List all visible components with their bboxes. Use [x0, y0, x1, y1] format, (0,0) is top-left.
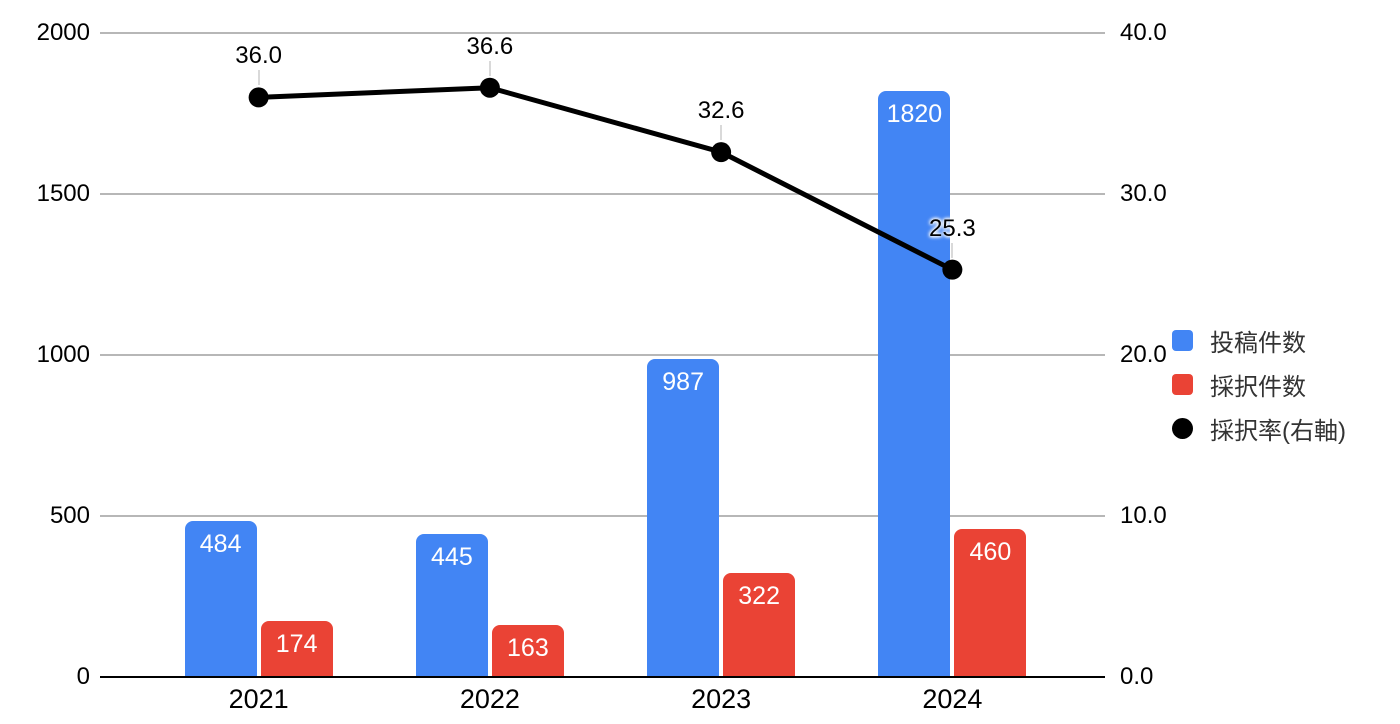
- right-axis-tick-label: 30.0: [1120, 180, 1167, 207]
- line-point-label: 32.6: [697, 97, 745, 125]
- left-axis-tick-label: 0: [76, 663, 90, 690]
- line-point-label: 36.0: [235, 42, 282, 70]
- x-axis-label: 2024: [922, 684, 983, 714]
- line-point-label: 25.3: [929, 214, 976, 242]
- point-label-connector: [951, 242, 954, 258]
- x-axis-label: 2023: [691, 684, 752, 714]
- bar-value-label: 1820: [886, 99, 943, 128]
- left-axis-tick-label: 500: [49, 502, 90, 529]
- right-axis-tick-label: 40.0: [1120, 19, 1167, 46]
- legend-item: 投稿件数: [1172, 318, 1346, 362]
- line-point: [248, 87, 269, 108]
- right-axis-tick-label: 10.0: [1120, 502, 1167, 529]
- bar-value-label: 987: [662, 368, 704, 397]
- bar-submissions: [415, 533, 488, 677]
- line-point-label: 36.6: [466, 32, 514, 60]
- bar-value-label: 174: [275, 629, 318, 658]
- bar-accepted: [723, 573, 796, 677]
- bar-submissions: [184, 521, 257, 677]
- legend-bar-swatch-icon: [1172, 329, 1193, 351]
- bar-accepted: [954, 528, 1027, 677]
- bar-value-label: 445: [431, 542, 473, 571]
- legend-item: 採択件数: [1172, 362, 1346, 406]
- legend: 投稿件数採択件数採択率(右軸): [1172, 318, 1346, 450]
- bar-value-label: 322: [738, 582, 780, 611]
- bar-value-label: 460: [969, 537, 1012, 566]
- point-label-connector: [257, 70, 260, 86]
- bar-value-label: 163: [507, 633, 549, 662]
- bar-accepted: [260, 620, 333, 677]
- line-point: [711, 142, 732, 163]
- x-axis-label: 2022: [459, 684, 520, 714]
- legend-bar-swatch-icon: [1172, 373, 1193, 395]
- left-axis-tick-label: 2000: [36, 19, 90, 46]
- left-axis-tick-label: 1000: [36, 341, 90, 368]
- gridline: [100, 515, 1105, 517]
- legend-label: 採択率(右軸): [1210, 417, 1346, 445]
- left-axis-tick-label: 1500: [36, 180, 90, 207]
- bar-value-label: 484: [199, 530, 242, 559]
- gridline: [100, 354, 1105, 356]
- gridline: [100, 193, 1105, 195]
- legend-item: 採択率(右軸): [1172, 406, 1346, 450]
- legend-label: 採択件数: [1210, 373, 1306, 401]
- right-axis-tick-label: 20.0: [1120, 341, 1167, 368]
- point-label-connector: [488, 60, 491, 76]
- line-series: [258, 85, 954, 272]
- bar-submissions: [878, 90, 951, 677]
- line-point: [479, 77, 500, 98]
- bar-submissions: [647, 359, 720, 677]
- legend-line-swatch-icon: [1172, 417, 1193, 439]
- x-axis-line: [100, 676, 1105, 678]
- bar-accepted: [491, 624, 564, 677]
- right-axis-tick-label: 0.0: [1120, 663, 1154, 690]
- gridline: [100, 32, 1105, 34]
- x-axis-label: 2021: [228, 684, 289, 714]
- point-label-connector: [720, 125, 723, 141]
- legend-label: 投稿件数: [1210, 329, 1306, 357]
